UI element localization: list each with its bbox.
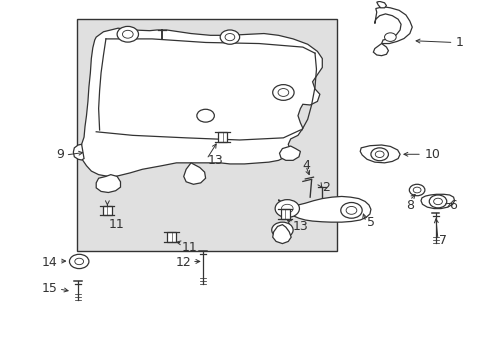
Polygon shape (278, 197, 370, 222)
Circle shape (370, 148, 387, 161)
Polygon shape (80, 28, 322, 176)
Circle shape (197, 109, 214, 122)
Text: 10: 10 (424, 148, 439, 162)
Text: 12: 12 (175, 256, 191, 269)
Text: 13: 13 (207, 154, 224, 167)
Circle shape (69, 254, 89, 269)
Text: 7: 7 (438, 234, 446, 247)
Circle shape (271, 222, 292, 238)
Circle shape (117, 26, 138, 42)
Text: 3: 3 (272, 224, 280, 237)
Bar (166, 232, 176, 242)
Circle shape (275, 200, 299, 217)
Polygon shape (183, 163, 205, 184)
Bar (77, 19, 336, 251)
Text: 4: 4 (302, 159, 310, 172)
Text: 14: 14 (41, 256, 57, 269)
Circle shape (408, 184, 424, 196)
Bar (217, 132, 227, 142)
Circle shape (272, 85, 293, 100)
Polygon shape (420, 194, 454, 208)
Text: 15: 15 (41, 283, 57, 296)
Text: 5: 5 (366, 216, 374, 229)
Circle shape (340, 203, 362, 218)
Text: 1: 1 (455, 36, 463, 49)
Bar (103, 206, 112, 215)
Text: 11: 11 (108, 218, 124, 231)
Polygon shape (272, 225, 290, 244)
Text: 8: 8 (405, 198, 413, 212)
Text: 11: 11 (181, 241, 197, 255)
Text: 2: 2 (322, 181, 329, 194)
Polygon shape (96, 175, 120, 193)
Polygon shape (374, 7, 411, 44)
Bar (281, 209, 289, 219)
Polygon shape (360, 145, 399, 163)
Polygon shape (372, 44, 387, 56)
Polygon shape (376, 1, 386, 8)
Polygon shape (73, 144, 84, 160)
Polygon shape (279, 146, 300, 160)
Circle shape (220, 30, 239, 44)
Circle shape (384, 33, 395, 41)
Text: 13: 13 (292, 220, 308, 233)
Text: 9: 9 (56, 148, 63, 162)
Text: 6: 6 (448, 198, 456, 212)
